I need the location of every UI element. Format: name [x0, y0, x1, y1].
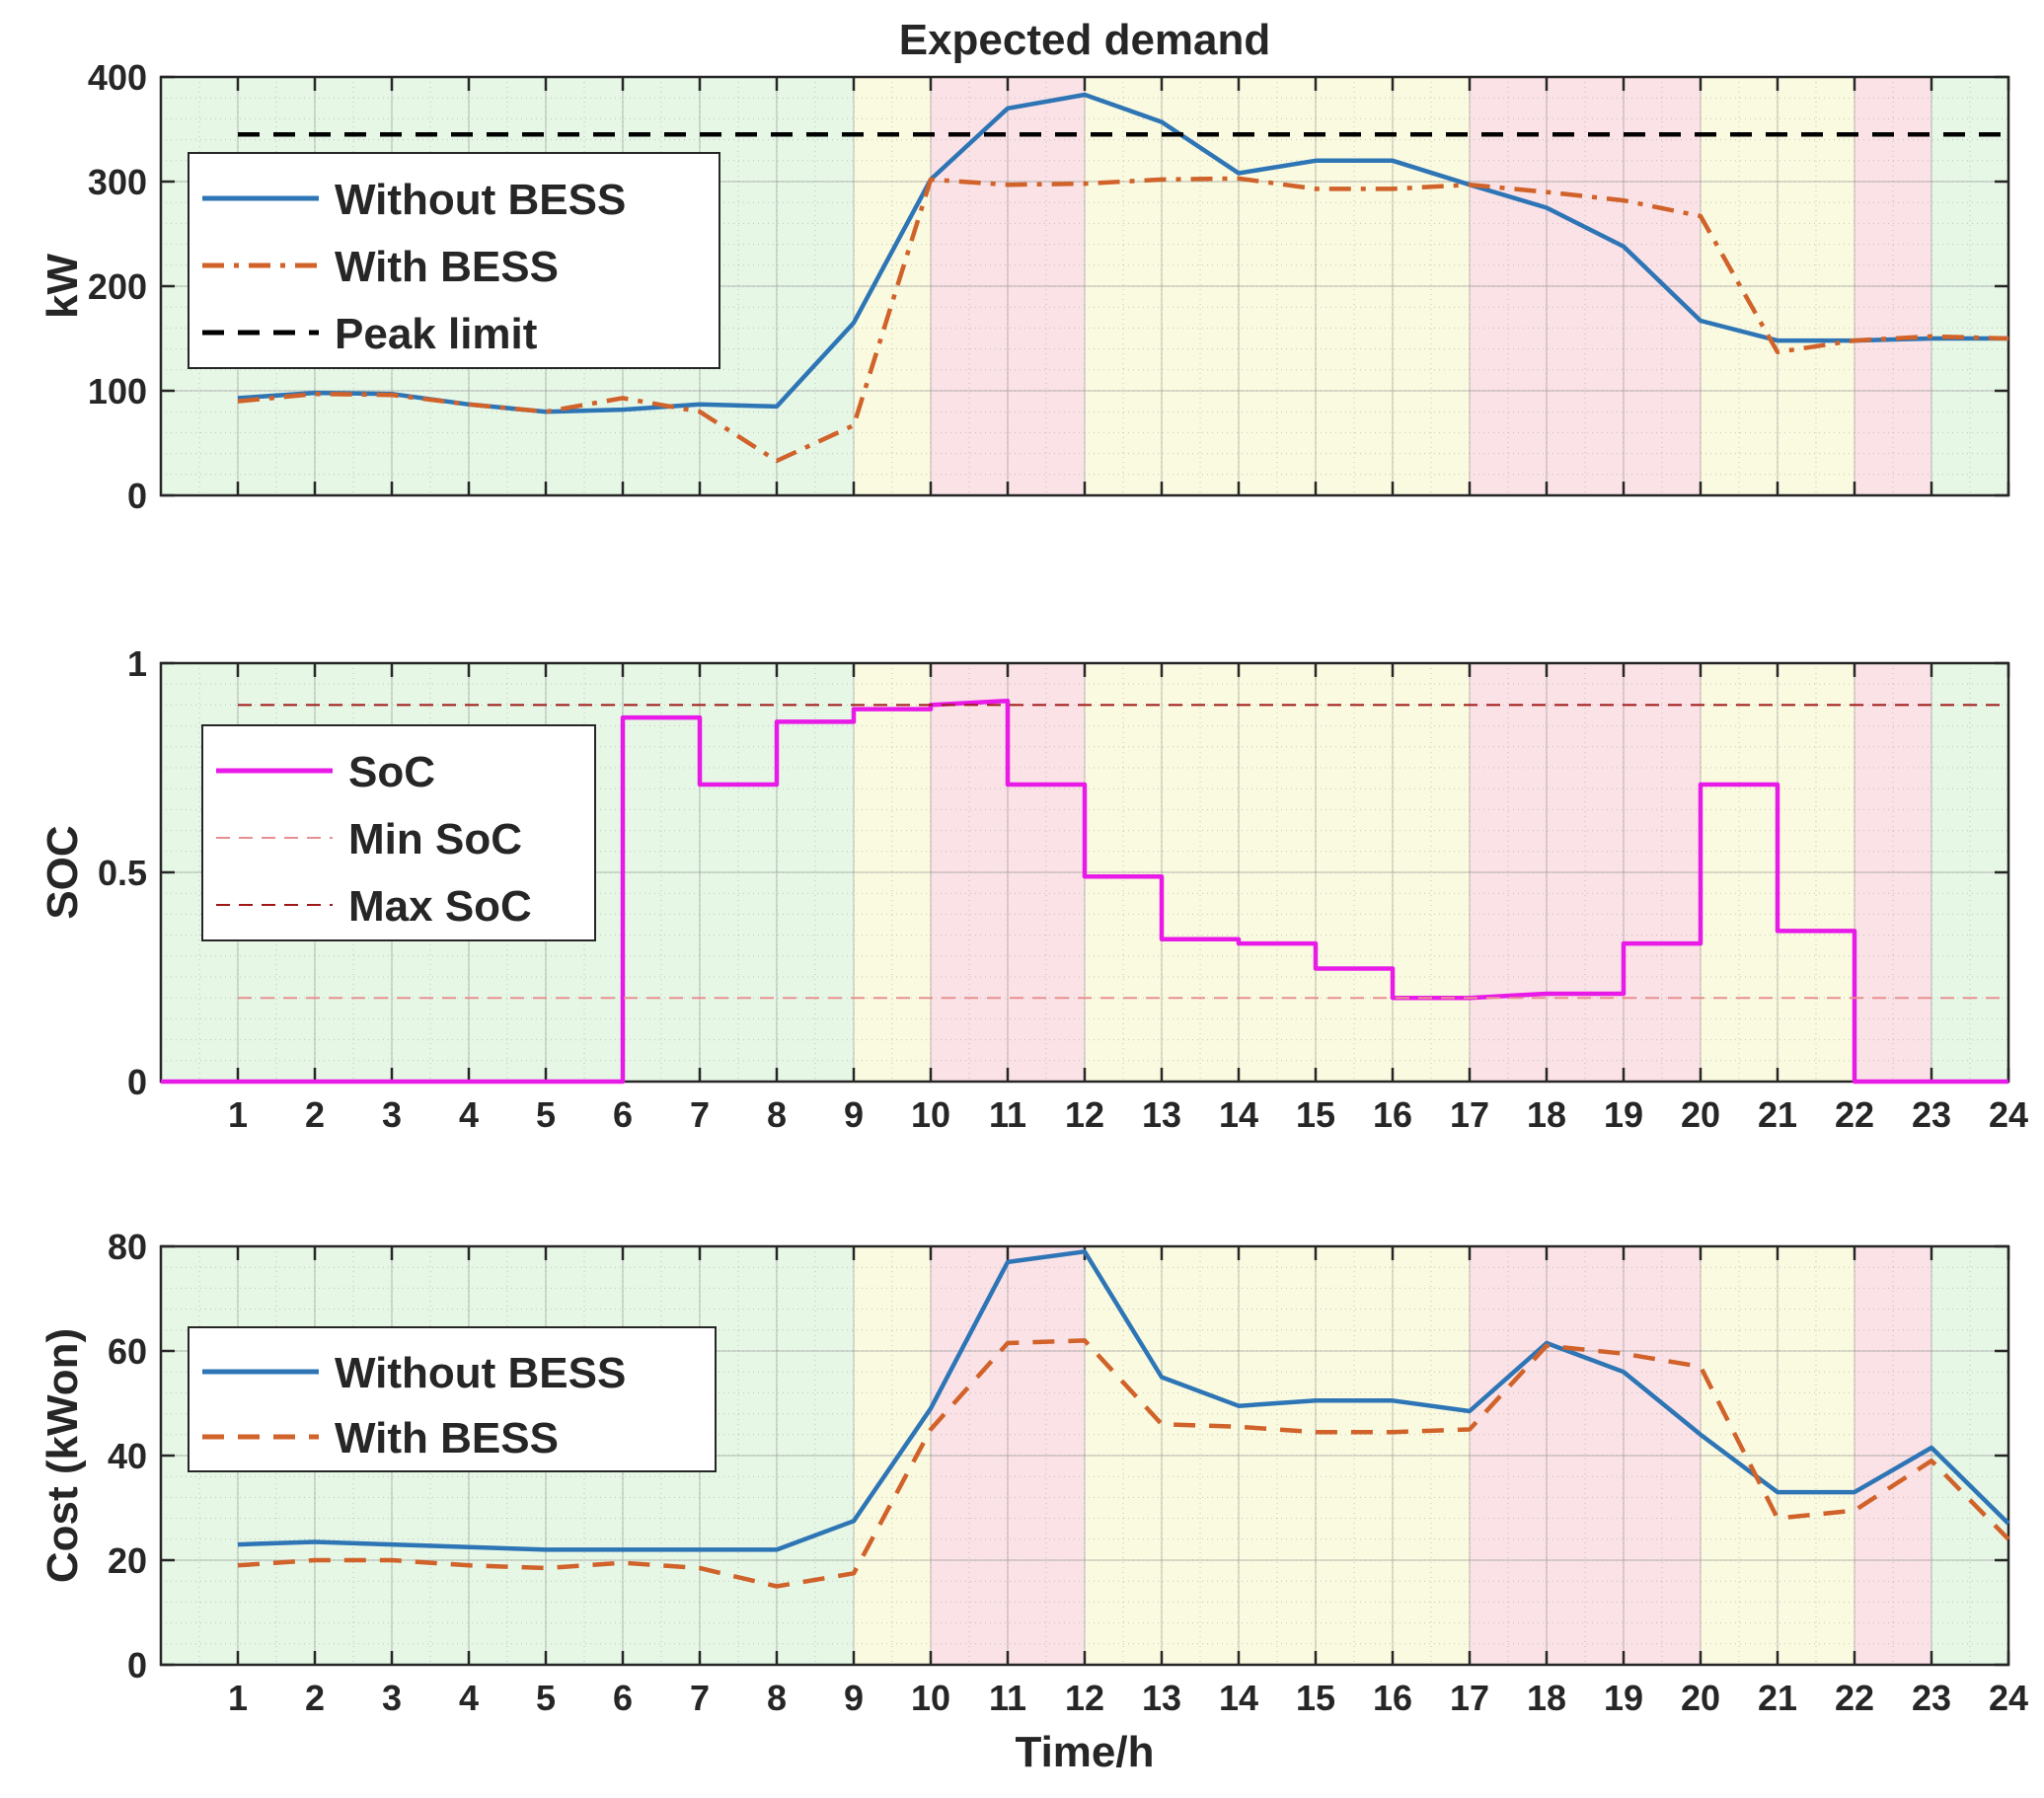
- y-tick-label: 1: [127, 643, 147, 684]
- x-tick-label: 18: [1527, 1678, 1566, 1718]
- y-tick-label: 100: [88, 371, 147, 412]
- x-tick-label: 12: [1065, 1678, 1104, 1718]
- legend-label: Without BESS: [335, 1349, 626, 1397]
- x-tick-label: 1: [228, 1678, 248, 1718]
- legend-label: Without BESS: [335, 176, 626, 224]
- y-axis-label: Cost (kWon): [38, 1328, 87, 1583]
- x-tick-label: 1: [228, 1094, 248, 1135]
- x-tick-label: 9: [844, 1678, 864, 1718]
- x-tick-label: 22: [1835, 1094, 1874, 1135]
- y-tick-label: 200: [88, 266, 147, 307]
- x-tick-label: 13: [1142, 1678, 1181, 1718]
- x-tick-label: 3: [382, 1678, 402, 1718]
- x-tick-label: 18: [1527, 1094, 1566, 1135]
- x-tick-label: 3: [382, 1094, 402, 1135]
- x-tick-label: 15: [1296, 1678, 1335, 1718]
- y-tick-label: 80: [108, 1227, 147, 1267]
- y-axis-label: SOC: [38, 825, 87, 919]
- y-tick-label: 40: [108, 1436, 147, 1476]
- x-tick-label: 6: [613, 1094, 633, 1135]
- x-tick-label: 8: [767, 1678, 787, 1718]
- x-tick-label: 16: [1373, 1678, 1412, 1718]
- x-tick-label: 13: [1142, 1094, 1181, 1135]
- y-tick-label: 0.5: [98, 853, 147, 893]
- legend-label: SoC: [348, 748, 435, 796]
- x-tick-label: 20: [1681, 1094, 1720, 1135]
- x-tick-label: 6: [613, 1678, 633, 1718]
- soc-panel: 00.511 2 3 4 5 6 7 8 9 10 11 12 13 14 15 16 17 18 19 20 21 22…: [38, 643, 2028, 1135]
- series-line-with-bess: [237, 1338, 2010, 1589]
- x-tick-label: 8: [767, 1094, 787, 1135]
- x-tick-label: 24: [1989, 1678, 2028, 1718]
- x-tick-label: 23: [1912, 1094, 1951, 1135]
- x-tick-label: 11: [989, 1094, 1026, 1135]
- x-tick-label: 7: [690, 1094, 710, 1135]
- series-line-soc: [161, 698, 2008, 1085]
- series-line-with-bess: [237, 176, 2009, 464]
- x-tick-label: 23: [1912, 1678, 1951, 1718]
- x-tick-label: 19: [1604, 1678, 1643, 1718]
- x-tick-label: 9: [844, 1094, 864, 1135]
- y-tick-label: 300: [88, 162, 147, 202]
- x-tick-label: 21: [1758, 1094, 1797, 1135]
- x-tick-label: 24: [1989, 1094, 2028, 1135]
- legend-label: Max SoC: [348, 882, 532, 931]
- x-axis-label: Time/h: [1015, 1728, 1154, 1776]
- x-tick-label: 10: [911, 1678, 950, 1718]
- series-line-without-bess: [237, 1249, 2010, 1552]
- x-tick-label: 2: [305, 1094, 325, 1135]
- legend-label: Peak limit: [335, 310, 538, 358]
- demand-panel: 0 100 200 300 400 kW Without BESS With BESS Peak…: [38, 57, 2010, 516]
- x-tick-label: 14: [1219, 1678, 1258, 1718]
- y-tick-label: 0: [127, 1645, 147, 1686]
- legend-box: [188, 1326, 717, 1472]
- x-tick-label: 12: [1065, 1094, 1104, 1135]
- x-tick-label: 14: [1219, 1094, 1258, 1135]
- x-tick-label: 22: [1835, 1678, 1874, 1718]
- x-tick-label: 4: [459, 1678, 479, 1718]
- x-tick-label: 16: [1373, 1094, 1412, 1135]
- x-tick-label: 21: [1758, 1678, 1797, 1718]
- x-tick-label: 19: [1604, 1094, 1643, 1135]
- y-tick-label: 20: [108, 1540, 147, 1581]
- legend-label: With BESS: [335, 243, 559, 291]
- y-tick-label: 0: [127, 476, 147, 516]
- x-tick-label: 10: [911, 1094, 950, 1135]
- x-tick-label: 20: [1681, 1678, 1720, 1718]
- legend-label: With BESS: [335, 1414, 559, 1462]
- x-tick-label: 15: [1296, 1094, 1335, 1135]
- y-tick-label: 400: [88, 57, 147, 98]
- x-tick-label: 4: [459, 1094, 479, 1135]
- figure-title: Expected demand: [899, 16, 1271, 64]
- y-tick-label: 60: [108, 1331, 147, 1372]
- x-tick-label: 17: [1450, 1678, 1489, 1718]
- x-tick-label: 11: [989, 1678, 1026, 1718]
- legend-label: Min SoC: [348, 815, 522, 863]
- x-tick-label: 5: [536, 1094, 556, 1135]
- x-tick-label: 2: [305, 1678, 325, 1718]
- y-axis-label: kW: [38, 254, 87, 319]
- x-tick-label: 5: [536, 1678, 556, 1718]
- x-tick-label: 7: [690, 1678, 710, 1718]
- x-tick-label: 17: [1450, 1094, 1489, 1135]
- y-tick-label: 0: [127, 1062, 147, 1102]
